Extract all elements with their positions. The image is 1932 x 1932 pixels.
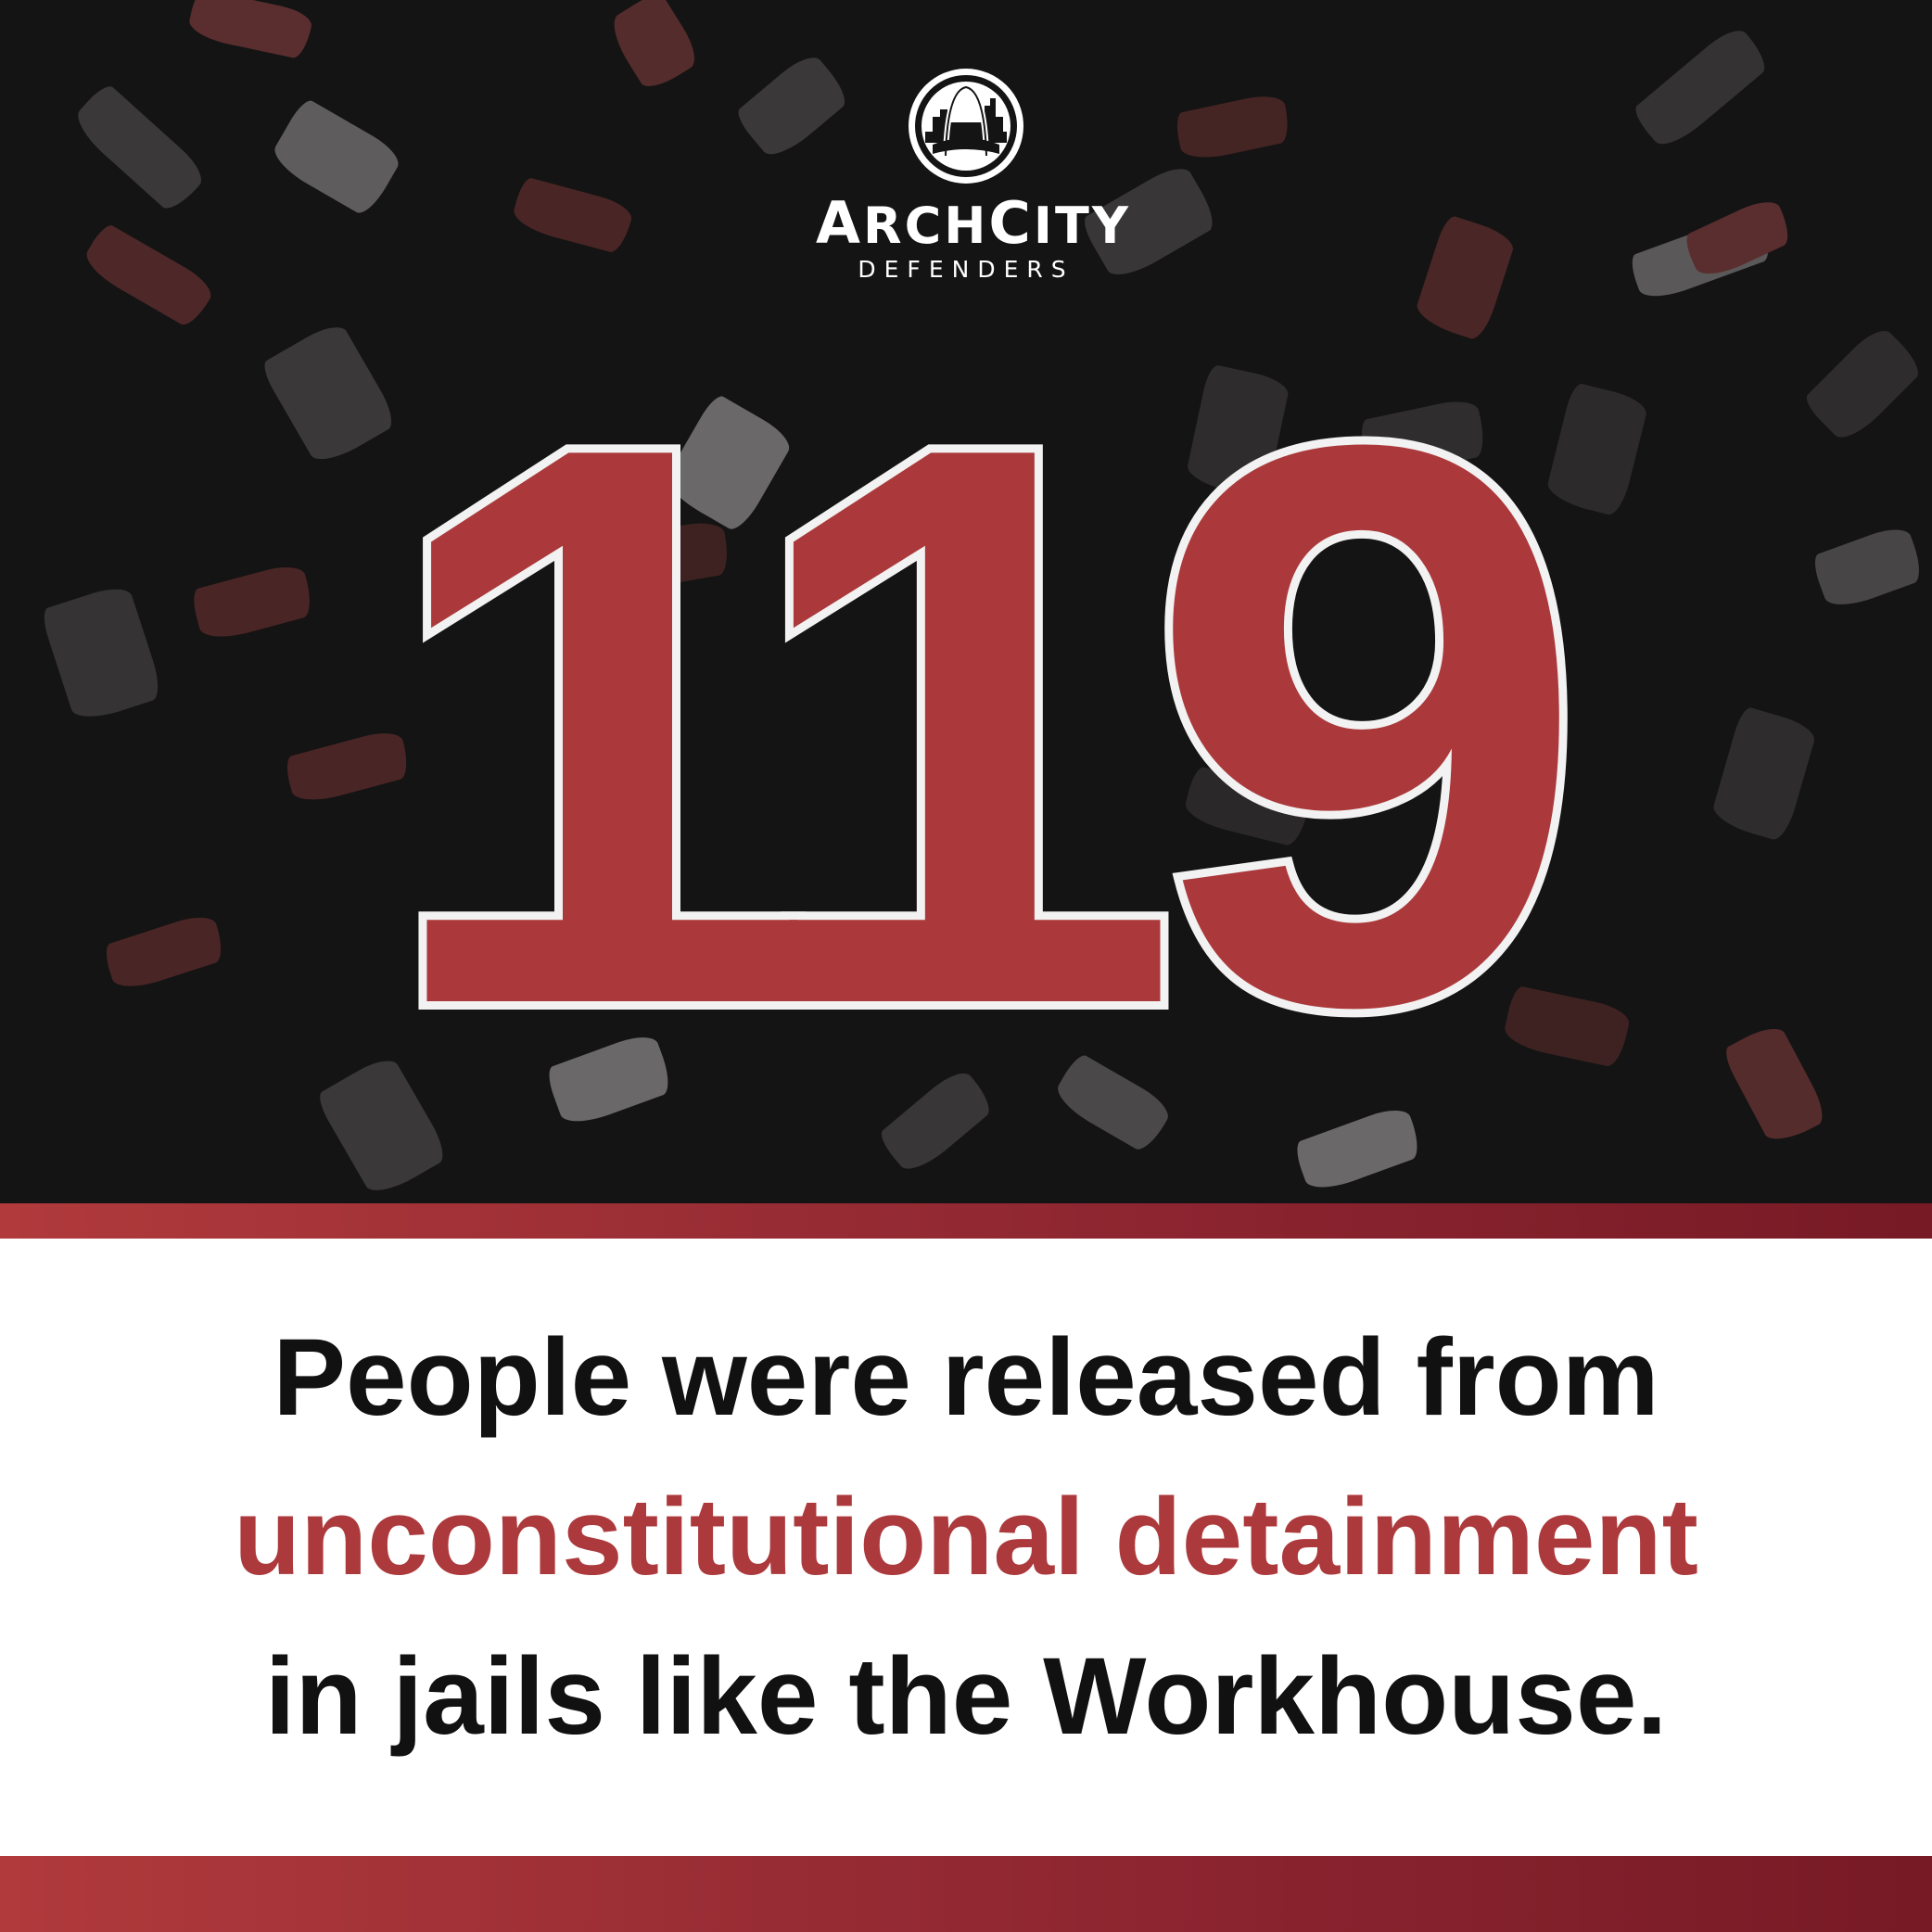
confetti-piece	[543, 1029, 676, 1131]
confetti-piece	[186, 0, 314, 60]
confetti-piece	[1291, 1102, 1425, 1197]
caption-line-2-highlight: unconstitutional detainment	[234, 1476, 1698, 1598]
confetti-piece	[101, 910, 228, 995]
bottom-divider-bar	[0, 1856, 1932, 1932]
hero-panel: ARCHCITY DEFENDERS 119	[0, 0, 1932, 1203]
logo-wordmark: ARCHCITY	[816, 189, 1131, 257]
confetti-piece	[313, 1051, 451, 1201]
confetti-piece	[1630, 21, 1773, 155]
confetti-piece	[875, 1064, 998, 1179]
top-divider-bar	[0, 1203, 1932, 1239]
archcity-logo: ARCHCITY DEFENDERS	[816, 65, 1131, 297]
confetti-piece	[1709, 705, 1819, 844]
caption-line-1: People were released from	[273, 1316, 1659, 1439]
confetti-piece	[39, 581, 165, 726]
confetti-piece	[604, 0, 704, 95]
confetti-piece	[1810, 522, 1926, 614]
confetti-piece	[267, 96, 405, 219]
headline-number-text: 119	[376, 371, 1569, 1038]
confetti-piece	[79, 221, 218, 331]
confetti-piece	[1412, 213, 1518, 343]
headline-number: 119	[368, 371, 1614, 1038]
confetti-piece	[510, 175, 635, 256]
confetti-piece	[1050, 1051, 1175, 1155]
arch-skyline-icon	[909, 69, 1023, 184]
confetti-piece	[1720, 1020, 1831, 1150]
caption-text: People were released from unconstitution…	[0, 1298, 1932, 1776]
confetti-piece	[1173, 91, 1293, 164]
confetti-piece	[69, 81, 210, 216]
logo-subtitle: DEFENDERS	[858, 256, 1074, 283]
caption-line-3: in jails like the Workhouse.	[264, 1635, 1668, 1758]
confetti-piece	[1800, 322, 1926, 448]
